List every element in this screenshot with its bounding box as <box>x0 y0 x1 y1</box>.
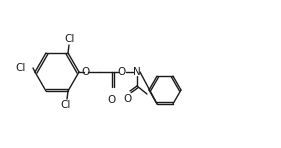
Text: N: N <box>133 67 141 77</box>
Text: O: O <box>82 67 90 77</box>
Text: Cl: Cl <box>65 34 75 44</box>
Text: O: O <box>123 94 131 104</box>
Text: O: O <box>108 95 116 105</box>
Text: Cl: Cl <box>61 100 71 110</box>
Text: Cl: Cl <box>16 63 26 73</box>
Text: O: O <box>118 67 126 77</box>
